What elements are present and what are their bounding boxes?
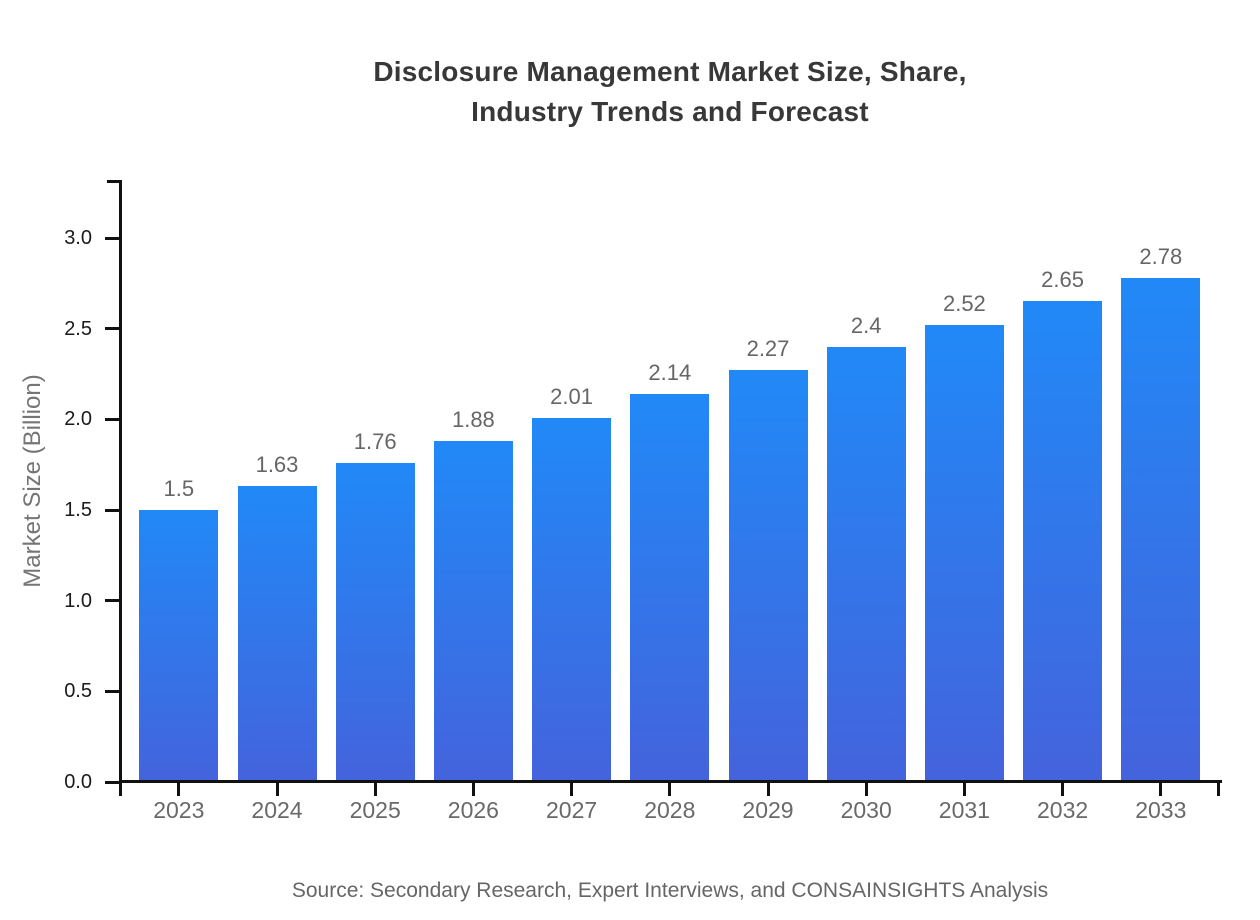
x-axis-tick	[275, 780, 279, 796]
bar-2031	[924, 325, 1004, 783]
y-axis-tick	[105, 417, 120, 421]
chart-title-line1: Disclosure Management Market Size, Share…	[373, 56, 967, 87]
bar-value-label: 2.01	[550, 383, 593, 409]
x-axis-tick	[1061, 780, 1065, 796]
bar-2027	[532, 417, 612, 783]
bar-2026	[433, 441, 513, 783]
bar-2024	[237, 486, 317, 783]
bar-value-label: 2.65	[1041, 267, 1084, 293]
y-tick-label: 3.0	[64, 227, 92, 249]
x-tick-label: 2025	[349, 797, 401, 823]
bar-value-label: 2.14	[648, 359, 692, 385]
x-axis-tick	[570, 780, 574, 796]
bar-value-label: 2.4	[850, 312, 882, 338]
bar-value-label: 1.5	[163, 476, 195, 501]
y-tick-label: 0.0	[64, 771, 92, 793]
x-axis-tick	[177, 780, 181, 796]
x-axis-tick	[471, 780, 475, 796]
y-axis-tick	[105, 236, 120, 240]
bar-2033	[1121, 277, 1201, 783]
bar-2023	[139, 510, 219, 783]
source-note: Source: Secondary Research, Expert Inter…	[291, 879, 1049, 902]
bar-2030	[826, 346, 906, 783]
y-tick-label: 2.5	[64, 317, 92, 340]
bar-value-label: 1.63	[255, 452, 299, 478]
x-axis-end-tick	[1217, 780, 1220, 796]
x-tick-label: 2028	[644, 797, 696, 823]
chart-title: Disclosure Management Market Size, Share…	[80, 52, 1260, 132]
x-tick-label: 2029	[742, 797, 794, 823]
x-tick-label: 2030	[840, 797, 892, 823]
bar-value-label: 2.52	[942, 291, 986, 317]
y-tick-label: 1.0	[64, 589, 92, 612]
x-axis-tick	[864, 780, 868, 796]
y-tick-label: 2.0	[64, 408, 92, 431]
x-tick-label: 2032	[1037, 797, 1089, 823]
x-tick-label: 2023	[153, 797, 205, 823]
x-tick-label: 2031	[938, 797, 990, 823]
bar-value-label: 1.76	[353, 428, 397, 454]
bar-2025	[335, 462, 415, 783]
bar-value-label: 2.27	[746, 336, 790, 362]
x-axis-tick	[766, 780, 770, 796]
y-axis-line	[119, 180, 122, 796]
x-tick-label: 2027	[546, 797, 598, 823]
y-tick-label: 0.5	[64, 680, 92, 703]
y-axis-tick	[105, 327, 120, 331]
bar-2028	[630, 393, 710, 783]
y-tick-label: 1.5	[64, 499, 92, 521]
x-tick-label: 2024	[251, 797, 303, 823]
bar-2032	[1023, 301, 1103, 783]
bar-2029	[728, 370, 808, 783]
chart-title-line2: Industry Trends and Forecast	[471, 96, 869, 127]
y-axis-tick	[105, 780, 120, 784]
y-axis-tick	[105, 508, 120, 512]
x-tick-label: 2026	[447, 797, 499, 823]
x-tick-label: 2033	[1135, 797, 1187, 823]
y-axis-tick	[105, 599, 120, 603]
x-axis-tick	[373, 780, 377, 796]
x-axis-tick	[1159, 780, 1163, 796]
x-axis-tick	[668, 780, 672, 796]
y-axis-tick	[105, 689, 120, 693]
bar-value-label: 2.78	[1139, 243, 1183, 269]
bar-value-label: 1.88	[451, 407, 495, 433]
x-axis-tick	[962, 780, 966, 796]
y-axis-end-tick	[107, 180, 122, 183]
